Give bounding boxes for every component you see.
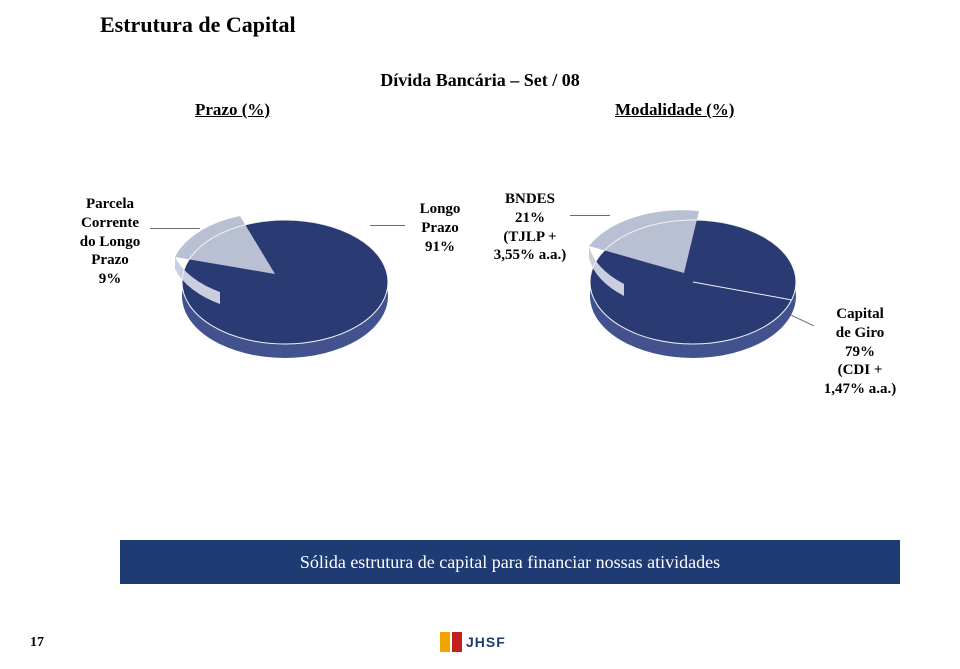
label-mod-big: Capitalde Giro79%(CDI +1,47% a.a.) [810,305,910,399]
pie-prazo [170,170,400,400]
logo-jhsf: JHSF [440,629,520,655]
column-header-prazo: Prazo (%) [195,100,270,120]
label-mod-small: BNDES21%(TJLP +3,55% a.a.) [480,190,580,265]
chart-subtitle: Dívida Bancária – Set / 08 [0,70,960,91]
leader-line [570,215,610,216]
label-prazo-big: LongoPrazo91% [400,200,480,256]
leader-line [150,228,200,229]
summary-banner-text: Sólida estrutura de capital para financi… [300,552,720,573]
logo-text: JHSF [466,634,506,650]
label-prazo-small: ParcelaCorrentedo LongoPrazo9% [60,195,160,289]
pie-modalidade [578,170,808,400]
page-number: 17 [30,635,44,651]
leader-line [370,225,405,226]
column-header-modalidade: Modalidade (%) [615,100,734,120]
page-title: Estrutura de Capital [100,12,296,38]
logo-bar-icon [440,632,450,652]
logo-bar-icon [452,632,462,652]
summary-banner: Sólida estrutura de capital para financi… [120,540,900,584]
